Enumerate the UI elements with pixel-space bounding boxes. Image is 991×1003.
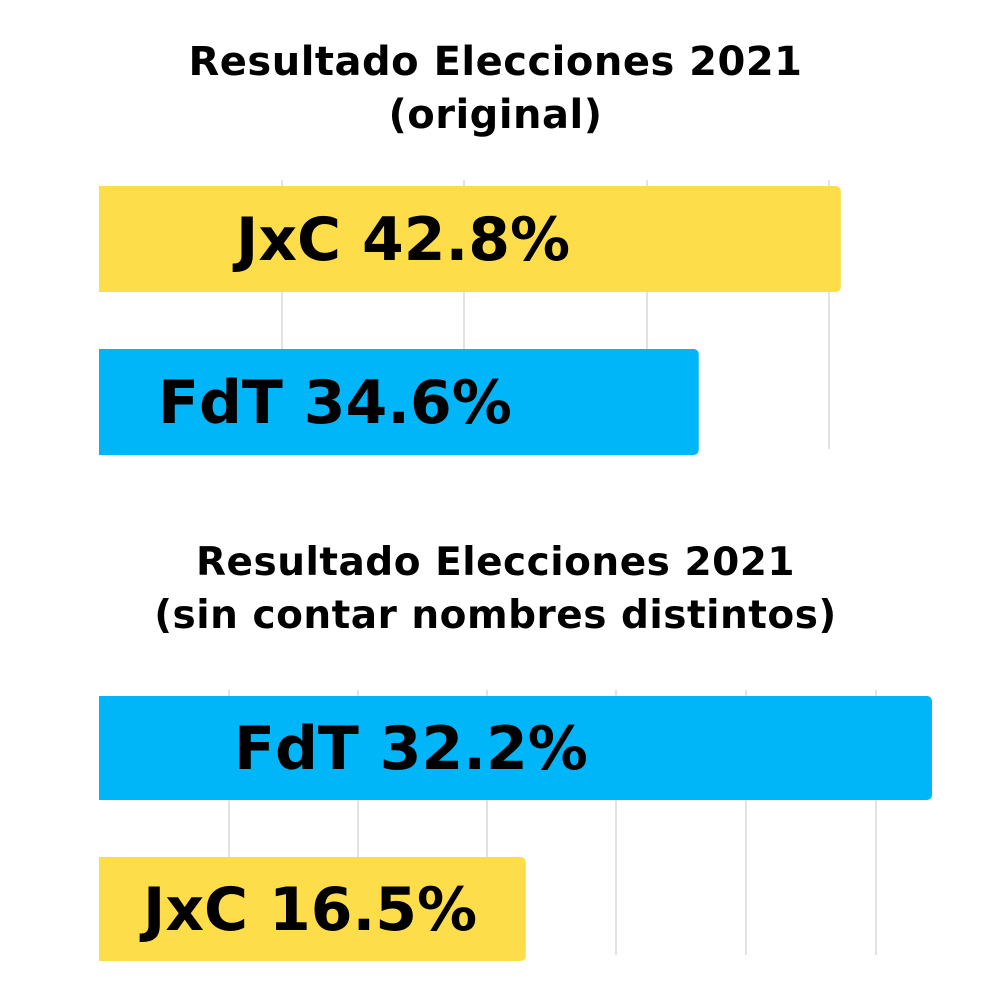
chart-2-bar-jxc-edge [99, 857, 107, 961]
chart-2-title-line-2: (sin contar nombres distintos) [154, 593, 837, 638]
chart-1-bar-chart: JxC 42.8% FdT 34.6% [99, 180, 841, 455]
chart-1-bar-fdt-edge [99, 349, 107, 455]
chart-1-bar-label-fdt: FdT 34.6% [158, 368, 512, 438]
chart-2-bar-chart: FdT 32.2% JxC 16.5% [99, 690, 932, 961]
chart-2-title: Resultado Elecciones 2021 (sin contar no… [0, 536, 991, 642]
chart-1-title: Resultado Elecciones 2021 (original) [0, 36, 991, 142]
chart-1-title-line-2: (original) [388, 92, 603, 138]
chart-1-bar-jxc [99, 186, 841, 292]
chart-2-bar-jxc [99, 857, 526, 961]
chart-1-bar-label-jxc: JxC 42.8% [232, 205, 570, 275]
chart-2-bar-label-fdt: FdT 32.2% [234, 714, 588, 784]
chart-1-title-line-1: Resultado Elecciones 2021 [188, 39, 803, 85]
chart-1-bar-fdt [99, 349, 699, 455]
chart-2-bar-fdt [99, 696, 932, 800]
chart-2-bar-label-jxc: JxC 16.5% [139, 875, 477, 945]
chart-1-bar-jxc-edge [99, 186, 107, 292]
chart-2-bar-fdt-edge [99, 696, 107, 800]
chart-2-title-line-1: Resultado Elecciones 2021 [196, 540, 795, 585]
